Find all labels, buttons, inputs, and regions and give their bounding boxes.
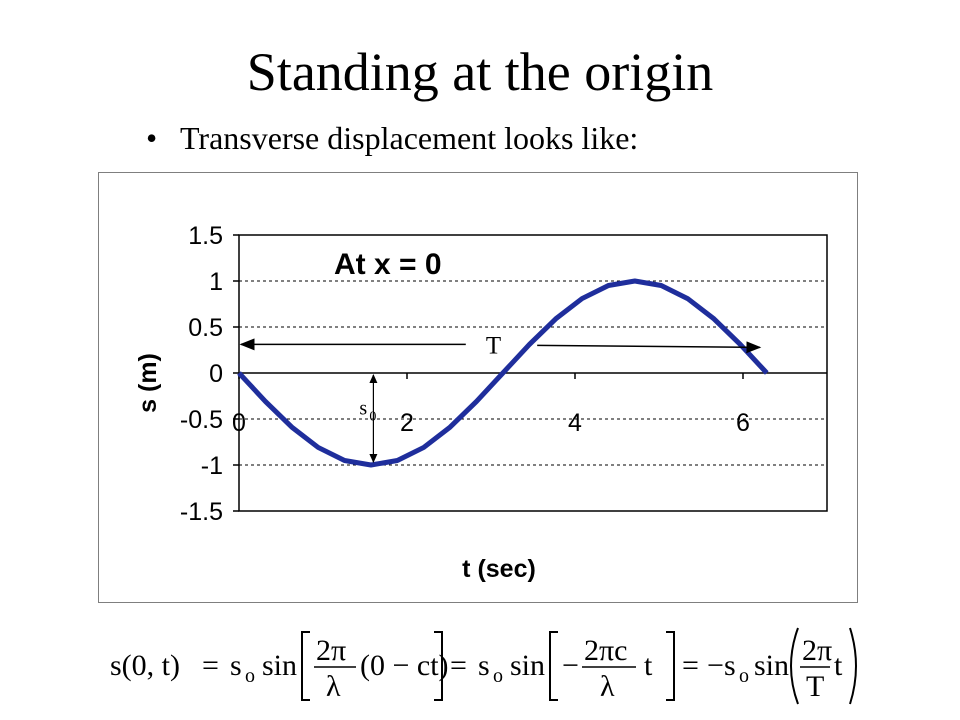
formula-sub-o-2: o (493, 665, 503, 687)
formula-s-2: s (478, 649, 490, 682)
formula-sin-3: sin (754, 649, 789, 682)
formula-s-3: s (724, 649, 736, 682)
formula-num-1: 2π (316, 634, 346, 667)
annotations: Ts 0 (239, 332, 762, 463)
formula-bracket-right-1 (434, 631, 443, 701)
x-tick-label: 2 (400, 409, 414, 437)
y-tick-label: 0.5 (188, 314, 223, 342)
formula-sin-1: sin (262, 649, 297, 682)
formula-sub-o-3: o (739, 665, 749, 687)
formula-den-2: λ (600, 670, 615, 703)
x-tick-label: 6 (736, 409, 750, 437)
x-tick-label: 4 (568, 409, 582, 437)
x-axis-label: t (sec) (462, 555, 536, 583)
amplitude-arrowhead-top (369, 374, 378, 383)
formula-den-1: λ (326, 670, 341, 703)
slide-title: Standing at the origin (246, 42, 714, 102)
formula-paren-term: (0 − ct) (360, 649, 449, 682)
formula-bracket-left-2 (549, 631, 558, 701)
amplitude-label: s (359, 397, 367, 419)
formula-equals-2: = (450, 649, 467, 682)
y-tick-label: -0.5 (180, 406, 223, 434)
formula-lhs: s(0, t) (110, 649, 180, 682)
y-tick-label: 1.5 (188, 222, 223, 250)
y-tick-label: -1 (201, 452, 223, 480)
formula-minus-2: − (707, 649, 724, 682)
period-label: T (486, 332, 501, 359)
y-tick-label: 0 (209, 360, 223, 388)
formula-num-2: 2πc (584, 634, 627, 667)
formula-bracket-right-2 (666, 631, 675, 701)
series-line (237, 278, 769, 468)
y-axis-label: s (m) (134, 353, 162, 413)
formula: s(0, t) = s o sin 2π λ (0 − ct) = s o si… (110, 620, 860, 710)
formula-svg: s(0, t) = s o sin 2π λ (0 − ct) = s o si… (110, 627, 857, 705)
formula-paren-left (790, 627, 799, 705)
y-tick-label: 1 (209, 268, 223, 296)
formula-equals-1: = (202, 649, 219, 682)
bullet-icon: • (146, 120, 158, 156)
formula-t-2: t (834, 649, 843, 682)
y-tick-label: -1.5 (180, 498, 223, 526)
bullet-item: • Transverse displacement looks like: (146, 118, 638, 158)
formula-minus-1: − (562, 649, 579, 682)
series-layer (237, 278, 769, 468)
period-arrow-right (537, 341, 762, 354)
formula-num-3: 2π (802, 634, 832, 667)
formula-den-3: T (806, 670, 824, 703)
y-axis-ticks: 1.5 1 0.5 0 -0.5 -1 -1.5 (180, 222, 239, 526)
chart-title: At x = 0 (334, 248, 442, 281)
formula-s-1: s (230, 649, 242, 682)
formula-sin-2: sin (510, 649, 545, 682)
x-tick-label: 0 (232, 409, 246, 437)
bullet-text: Transverse displacement looks like: (180, 120, 639, 156)
gridlines (239, 280, 827, 466)
amplitude-subscript: 0 (369, 409, 376, 424)
formula-paren-right (849, 627, 857, 705)
formula-equals-3: = (682, 649, 699, 682)
formula-t-1: t (644, 649, 653, 682)
amplitude-arrowhead-bottom (369, 454, 378, 463)
formula-sub-o-1: o (245, 665, 255, 687)
formula-bracket-left-1 (301, 631, 310, 701)
